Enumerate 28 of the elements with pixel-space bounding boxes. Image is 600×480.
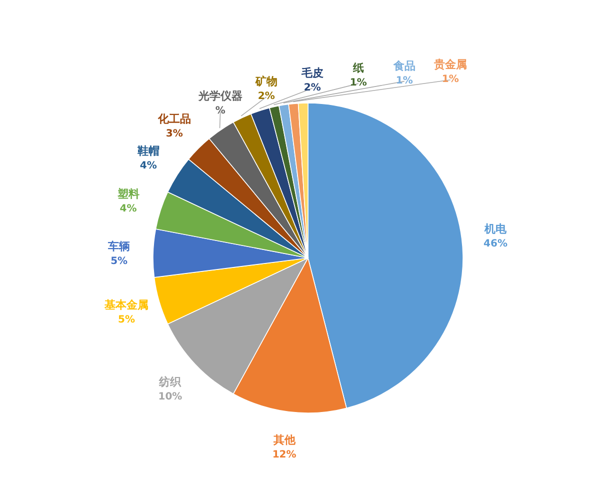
slice-label: 鞋帽 — [136, 144, 160, 158]
slice-label: 食品 — [392, 59, 416, 72]
slice-label: 贵金属 — [432, 58, 467, 71]
slice-label: 毛皮 — [300, 66, 324, 80]
data-label: 12% — [272, 450, 296, 461]
data-label: 4% — [140, 160, 157, 172]
data-label: % — [215, 106, 226, 117]
slice-label: 光学仪器 — [197, 90, 242, 103]
slice-label: 其他 — [272, 434, 296, 447]
data-label: 1% — [350, 78, 367, 89]
data-label: 3% — [166, 128, 183, 140]
slice-label: 基本金属 — [104, 298, 149, 312]
data-label: 46% — [484, 238, 508, 250]
slice-label: 纺织 — [158, 375, 182, 388]
data-label: 1% — [442, 74, 459, 85]
data-label: 2% — [258, 90, 275, 102]
slice-label: 车辆 — [107, 240, 130, 254]
slice-label: 化工品 — [156, 112, 191, 126]
slice-label: 纸 — [352, 62, 364, 75]
slice-label: 机电 — [484, 222, 508, 236]
data-label: 1% — [396, 75, 413, 86]
data-label: 10% — [158, 391, 182, 402]
data-label: 2% — [304, 82, 321, 94]
data-label: 5% — [118, 314, 135, 326]
data-label: 4% — [120, 204, 137, 215]
data-label: 5% — [110, 256, 128, 268]
slice-label: 塑料 — [116, 188, 140, 201]
slice-label: 矿物 — [254, 74, 278, 88]
